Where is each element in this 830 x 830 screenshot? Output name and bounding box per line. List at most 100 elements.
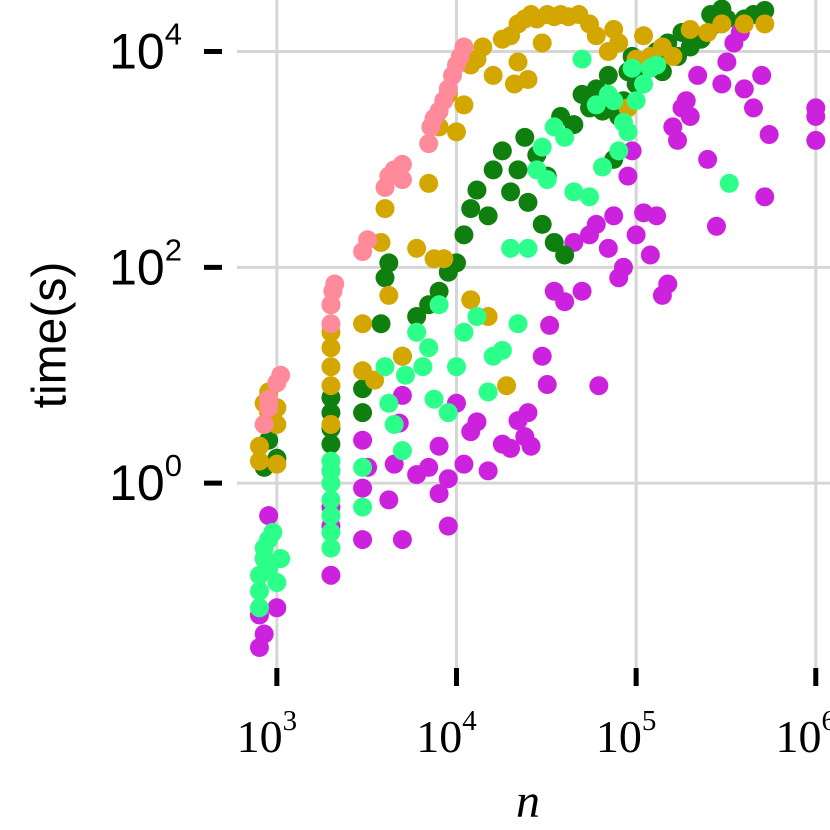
- data-point: [384, 414, 404, 434]
- data-point: [375, 268, 395, 288]
- data-point: [267, 454, 287, 474]
- data-point: [698, 22, 718, 42]
- data-point: [483, 65, 503, 85]
- data-point: [478, 206, 498, 226]
- data-point: [698, 149, 718, 169]
- data-point: [429, 295, 449, 315]
- data-point: [365, 370, 385, 390]
- data-point: [461, 199, 481, 219]
- data-point: [353, 497, 373, 517]
- data-point: [806, 130, 826, 150]
- data-point: [555, 292, 575, 312]
- data-point: [719, 173, 739, 193]
- data-point: [622, 58, 642, 78]
- data-point: [532, 214, 552, 234]
- data-point: [467, 412, 487, 432]
- data-point: [419, 173, 439, 193]
- x-axis-label: n: [516, 775, 540, 828]
- data-point: [508, 314, 528, 334]
- data-point: [626, 91, 646, 111]
- data-point: [424, 389, 444, 409]
- data-point: [634, 74, 654, 94]
- data-point: [501, 238, 521, 258]
- x-tick-label: 105: [596, 705, 657, 762]
- data-point: [593, 157, 613, 177]
- data-point: [734, 14, 754, 34]
- data-point: [501, 438, 521, 458]
- data-point: [321, 538, 341, 558]
- data-point: [589, 376, 609, 396]
- data-point: [454, 95, 474, 115]
- data-point: [371, 314, 391, 334]
- data-point: [743, 98, 763, 118]
- data-point: [454, 225, 474, 245]
- data-point: [413, 357, 433, 377]
- data-point: [375, 199, 395, 219]
- data-point: [271, 365, 291, 385]
- data-point: [392, 441, 412, 461]
- data-point: [321, 376, 341, 396]
- data-point: [353, 430, 373, 450]
- data-point: [712, 14, 732, 34]
- data-point: [706, 216, 726, 236]
- data-point: [446, 122, 466, 142]
- data-point: [755, 187, 775, 207]
- data-point: [712, 74, 732, 94]
- data-point: [532, 346, 552, 366]
- data-point: [392, 530, 412, 550]
- data-point: [353, 530, 373, 550]
- data-point: [395, 365, 415, 385]
- data-point: [254, 624, 274, 644]
- data-point: [478, 461, 498, 481]
- data-point: [518, 70, 538, 90]
- data-point: [379, 490, 399, 510]
- data-point: [755, 0, 775, 20]
- data-point: [254, 414, 274, 434]
- data-point: [467, 180, 487, 200]
- data-point: [429, 436, 449, 456]
- data-point: [392, 170, 412, 190]
- data-point: [492, 340, 512, 360]
- data-point: [321, 338, 341, 358]
- data-point: [407, 307, 427, 327]
- data-point: [647, 55, 667, 75]
- data-point: [454, 322, 474, 342]
- data-point: [473, 37, 493, 57]
- data-point: [752, 65, 772, 85]
- data-point: [446, 357, 466, 377]
- data-point: [604, 91, 624, 111]
- data-point: [321, 414, 341, 434]
- data-point: [640, 245, 660, 265]
- data-point: [806, 98, 826, 118]
- data-point: [438, 403, 458, 423]
- data-point: [249, 581, 269, 601]
- data-point: [604, 206, 624, 226]
- data-point: [609, 33, 629, 53]
- data-point: [532, 137, 552, 157]
- data-point: [668, 130, 688, 150]
- data-point: [586, 214, 606, 234]
- data-point: [688, 65, 708, 85]
- data-point: [358, 230, 378, 250]
- data-point: [353, 314, 373, 334]
- data-point: [321, 522, 341, 542]
- data-point: [375, 357, 395, 377]
- x-axis-ticks: 103 104 105 106: [237, 668, 830, 762]
- data-point: [609, 141, 629, 161]
- y-axis-ticks: 100 102 104: [109, 16, 222, 511]
- data-point: [321, 565, 341, 585]
- data-point: [521, 436, 541, 456]
- data-point: [483, 160, 503, 180]
- data-point: [249, 598, 269, 618]
- data-point: [680, 106, 700, 126]
- data-point: [321, 490, 341, 510]
- data-point: [492, 141, 512, 161]
- data-points: [249, 0, 826, 658]
- data-point: [540, 315, 560, 335]
- data-point: [454, 37, 474, 57]
- data-point: [267, 573, 287, 593]
- data-point: [515, 127, 535, 147]
- data-point: [263, 522, 283, 542]
- data-point: [249, 451, 269, 471]
